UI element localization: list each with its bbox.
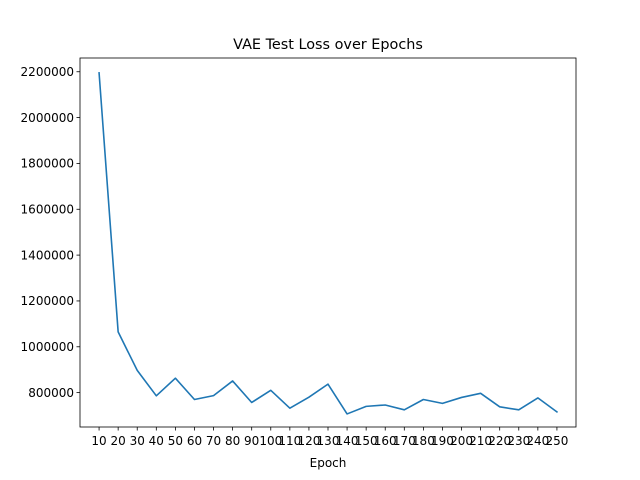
series-group [98,72,559,415]
y-tick-label: 1200000 [21,294,74,308]
x-tick-label: 20 [111,434,126,448]
x-tick-label: 190 [431,434,454,448]
x-tick-label: 180 [412,434,435,448]
y-tick-label: 1000000 [21,340,74,354]
x-tick-label: 200 [450,434,473,448]
series-line [98,72,559,415]
plot-frame [79,57,577,428]
y-axis: 800000 1000000 1200000 1400000 1600000 180000… [21,65,80,400]
x-tick-label: 110 [278,434,301,448]
x-tick-label: 70 [206,434,221,448]
x-tick-label: 140 [336,434,359,448]
x-tick-label: 250 [545,434,568,448]
y-tick-label: 1600000 [21,203,74,217]
x-tick-label: 160 [374,434,397,448]
x-tick-label: 50 [168,434,183,448]
y-tick-label: 2000000 [21,111,74,125]
x-tick-label: 170 [393,434,416,448]
y-tick-label: 2200000 [21,65,74,79]
x-tick-label: 10 [91,434,106,448]
x-axis-label: Epoch [310,456,347,470]
y-tick-label: 1400000 [21,248,74,262]
x-tick-label: 60 [187,434,202,448]
x-tick-label: 130 [317,434,340,448]
x-tick-label: 120 [297,434,320,448]
x-tick-label: 100 [259,434,282,448]
x-tick-label: 150 [355,434,378,448]
x-tick-label: 30 [130,434,145,448]
x-tick-label: 230 [507,434,530,448]
x-tick-label: 210 [469,434,492,448]
chart-title: VAE Test Loss over Epochs [233,37,423,53]
y-tick-label: 800000 [28,386,74,400]
x-tick-label: 80 [225,434,240,448]
x-axis: 10 20 30 40 50 60 70 80 90 1001101201301401501601… [91,427,568,448]
x-tick-label: 220 [488,434,511,448]
y-tick-label: 1800000 [21,157,74,171]
x-tick-label: 240 [526,434,549,448]
x-tick-label: 40 [149,434,164,448]
x-tick-label: 90 [244,434,259,448]
